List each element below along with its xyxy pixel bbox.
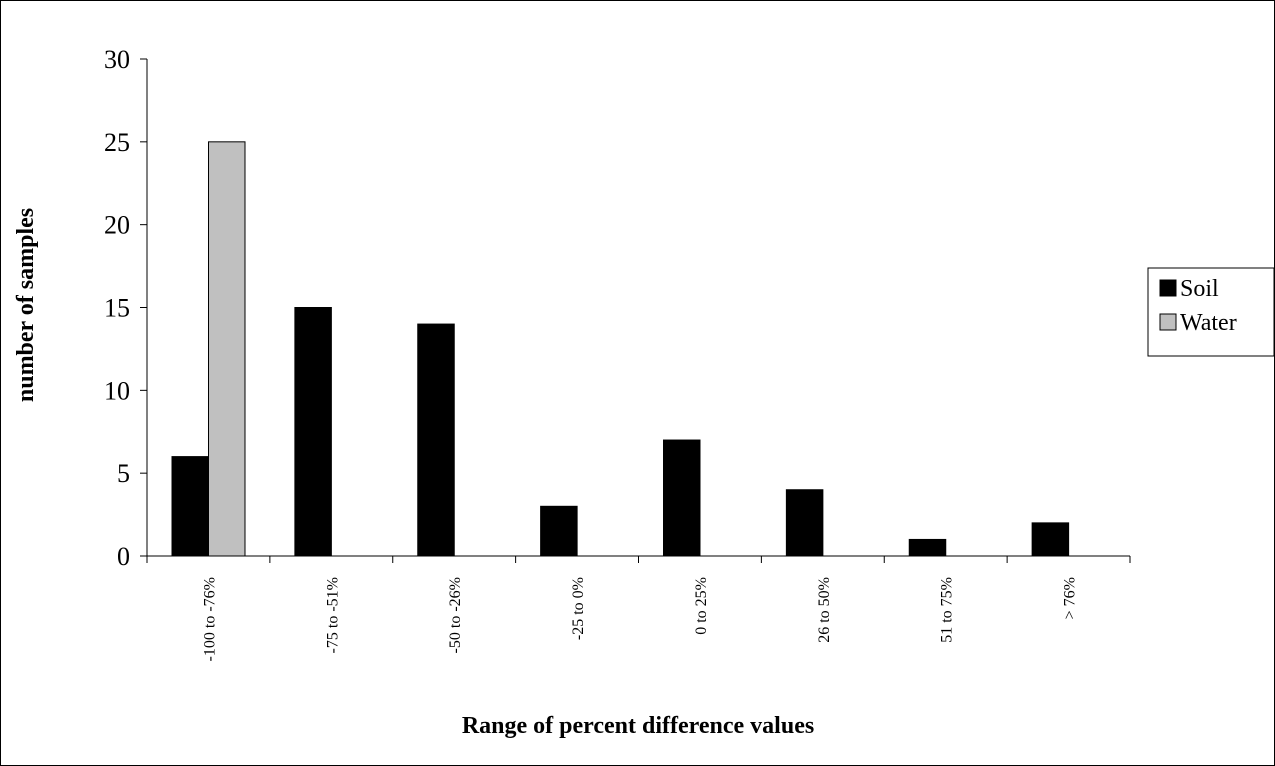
legend-label: Water <box>1180 310 1237 336</box>
bar <box>785 489 824 557</box>
x-axis-title: Range of percent difference values <box>462 713 814 739</box>
y-tick-label: 15 <box>104 294 130 323</box>
bar <box>663 439 701 557</box>
bar <box>208 141 246 557</box>
bar <box>540 505 578 557</box>
y-axis-title: number of samples <box>13 208 39 402</box>
bar <box>908 538 947 557</box>
x-tick-label: -75 to -51% <box>324 577 341 653</box>
legend-label: Soil <box>1180 276 1219 302</box>
y-tick-label: 30 <box>104 45 130 74</box>
bar <box>171 456 209 557</box>
y-tick-label: 10 <box>104 376 130 405</box>
y-tick-label: 0 <box>117 542 130 571</box>
x-tick-label: > 76% <box>1062 577 1079 619</box>
y-tick-label: 20 <box>104 211 130 240</box>
y-tick-label: 25 <box>104 128 130 157</box>
bar <box>417 323 455 557</box>
x-tick-label: 26 to 50% <box>816 577 833 643</box>
x-tick-label: -100 to -76% <box>201 577 218 661</box>
x-tick-label: -25 to 0% <box>570 577 587 640</box>
legend-swatch <box>1159 313 1177 331</box>
legend-swatch <box>1159 279 1177 297</box>
x-tick-label: -50 to -26% <box>447 577 464 653</box>
y-tick-label: 5 <box>117 459 130 488</box>
x-tick-label: 51 to 75% <box>939 577 956 643</box>
bar <box>294 307 332 557</box>
bar <box>1031 522 1070 557</box>
x-tick-label: 0 to 25% <box>693 577 710 635</box>
